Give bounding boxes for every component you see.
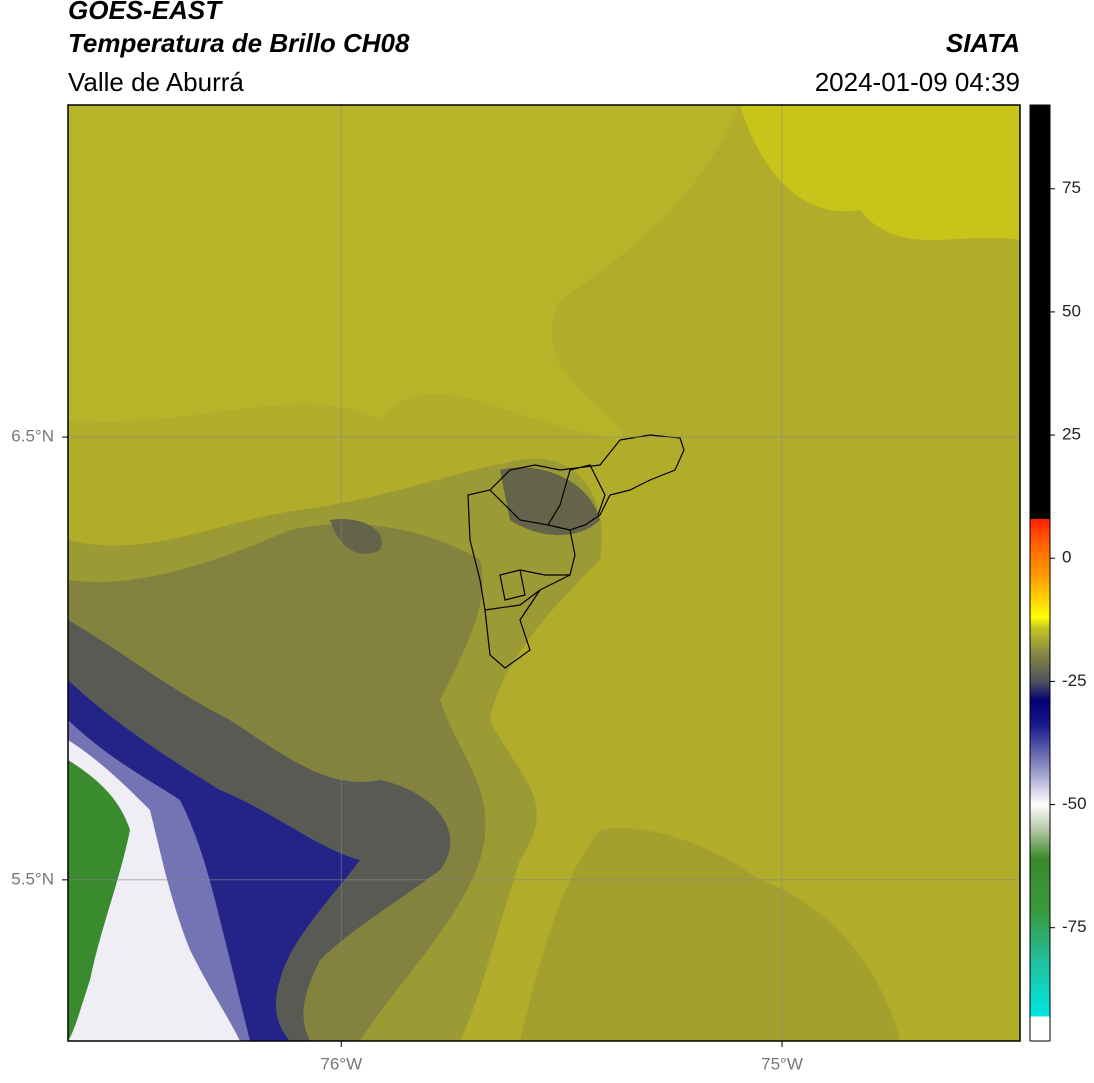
region: Valle de Aburrá — [68, 67, 244, 97]
subtitle: Temperatura de Brillo CH08 — [68, 28, 410, 58]
colorbar-tick-label: -75 — [1062, 917, 1087, 936]
datetime: 2024-01-09 04:39 — [815, 67, 1020, 97]
colorbar — [1029, 104, 1051, 1042]
x-tick-label: 76°W — [320, 1054, 362, 1073]
map-field — [68, 105, 1020, 1041]
colorbar-tick-label: 75 — [1062, 178, 1081, 197]
y-tick-label: 6.5°N — [11, 427, 54, 446]
map-frame — [67, 104, 1021, 1042]
x-tick-label: 75°W — [761, 1054, 803, 1073]
title: GOES-EAST — [68, 0, 223, 25]
y-tick-label: 5.5°N — [11, 869, 54, 888]
colorbar-tick-label: -25 — [1062, 671, 1087, 690]
colorbar-tick-label: -50 — [1062, 794, 1087, 813]
source: SIATA — [946, 28, 1020, 58]
grid — [68, 105, 1020, 1041]
colorbar-tick-label: 0 — [1062, 548, 1071, 567]
colorbar-tick-label: 50 — [1062, 301, 1081, 320]
colorbar-tick-label: 25 — [1062, 425, 1081, 444]
